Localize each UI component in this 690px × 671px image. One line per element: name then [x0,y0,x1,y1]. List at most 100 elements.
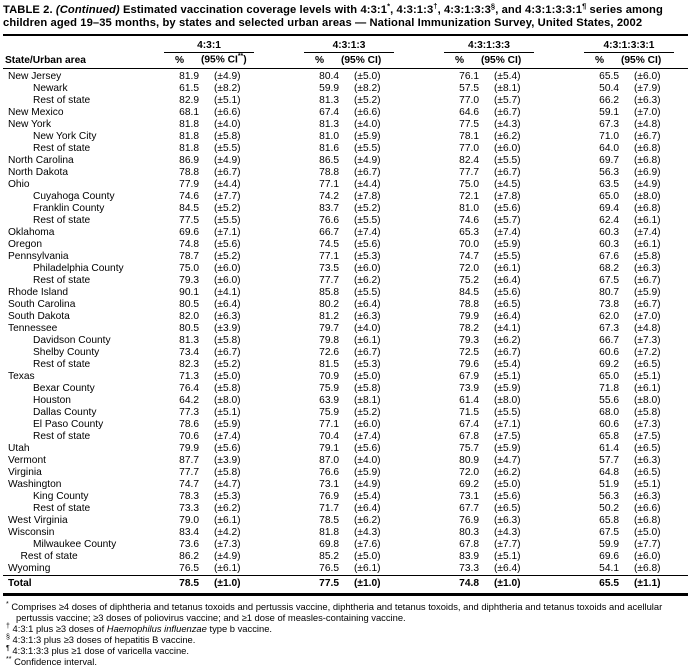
column-subheader-row: State/Urban area % (95% CI**)% (95% CI)% (9… [3,52,688,69]
ci-cell: (±5.1) [634,370,661,382]
area-cell: Vermont [8,454,46,466]
pct-cell: 65.8 [599,514,619,526]
ci-cell: (±6.6) [634,502,661,514]
pct-cell: 73.1 [459,490,479,502]
area-cell: Pennsylvania [8,250,69,262]
ci-cell: (±6.1) [494,262,521,274]
ci-cell: (±5.2) [354,406,381,418]
pct-cell: 81.2 [319,310,339,322]
ci-cell: (±7.8) [354,190,381,202]
ci-cell: (±6.8) [634,154,661,166]
ci-cell: (±5.6) [214,238,241,250]
pct-cell: 86.2 [179,550,199,562]
ci-cell: (±8.2) [354,82,381,94]
ci-cell: (±6.3) [634,454,661,466]
ci-cell: (±8.2) [214,82,241,94]
table-row: Rest of state 70.6 (±7.4) 70.4 (±7.4) 67.8 (±7… [3,431,688,443]
pct-cell: 74.5 [319,238,339,250]
area-cell: Rest of state [33,274,91,286]
table-row: New Jersey 81.9 (±4.9) 80.4 (±5.0) 76.1 (±5.4)… [3,68,688,83]
pct-cell: 67.4 [319,106,339,118]
ci-cell: (±8.0) [494,394,521,406]
column-group-label: 4:3:1:3:3:1 [584,40,674,53]
pct-cell: 59.1 [599,106,619,118]
table-row: Utah 79.9 (±5.6) 79.1 (±5.6) 75.7 (±5.9) 61.4 (±… [3,443,688,455]
pct-cell: 72.6 [319,346,339,358]
pct-cell: 77.3 [179,406,199,418]
area-cell: Houston [33,394,71,406]
pct-cell: 76.6 [319,466,339,478]
area-cell: New York [8,118,52,130]
ci-cell: (±8.1) [494,82,521,94]
ci-cell: (±4.0) [354,454,381,466]
table-body: New Jersey 81.9 (±4.9) 80.4 (±5.0) 76.1 (±5.4)… [3,68,688,596]
ci-cell: (±5.6) [494,286,521,298]
table-row: Davidson County 81.3 (±5.8) 79.8 (±6.1) 79.3 (… [3,335,688,347]
pct-cell: 66.2 [599,94,619,106]
ci-cell: (±6.3) [494,514,521,526]
ci-cell: (±6.4) [354,298,381,310]
ci-cell: (±5.9) [494,238,521,250]
pct-cell: 60.6 [599,346,619,358]
footnote: † 4:3:1 plus ≥3 doses of Haemophilus inf… [6,622,273,634]
percent-column-header: % [443,52,479,69]
pct-cell: 74.7 [459,250,479,262]
footnote-marker: * [6,600,9,608]
ci-cell: (±6.3) [634,94,661,106]
ci-cell: (±6.9) [634,166,661,178]
pct-cell: 73.9 [459,382,479,394]
pct-cell: 79.8 [319,334,339,346]
ci-cell: (±5.1) [214,406,241,418]
pct-cell: 70.9 [319,370,339,382]
area-cell: Cuyahoga County [33,190,115,202]
pct-cell: 64.8 [599,466,619,478]
area-cell: Rest of state [33,358,91,370]
pct-cell: 80.7 [599,286,619,298]
pct-cell: 78.8 [179,166,199,178]
ci-cell: (±5.8) [634,406,661,418]
footnote-marker: ** [6,655,12,663]
area-cell: Ohio [8,178,30,190]
pct-cell: 62.4 [599,214,619,226]
pct-cell: 72.0 [459,262,479,274]
ci-cell: (±6.2) [494,130,521,142]
pct-cell: 70.6 [179,430,199,442]
pct-cell: 77.0 [459,142,479,154]
pct-cell: 65.3 [459,226,479,238]
pct-cell: 73.4 [179,346,199,358]
pct-cell: 81.8 [179,130,199,142]
ci-cell: (±4.8) [634,118,661,130]
pct-cell: 81.3 [179,334,199,346]
table-row: Pennsylvania 78.7 (±5.2) 77.1 (±5.3) 74.7 (±5.… [3,251,688,263]
ci-cell: (±7.4) [634,226,661,238]
pct-cell: 85.2 [319,550,339,562]
ci-cell: (±4.3) [354,526,381,538]
pct-cell: 66.7 [319,226,339,238]
pct-cell: 67.3 [599,118,619,130]
ci-cell: (±7.9) [634,82,661,94]
ci-cell: (±4.9) [214,70,241,82]
table-row: Bexar County 76.4 (±5.8) 75.9 (±5.8) 73.9 (±5.… [3,383,688,395]
pct-cell: 84.5 [459,286,479,298]
pct-cell: 71.8 [599,382,619,394]
pct-cell: 69.4 [599,202,619,214]
pct-cell: 76.9 [319,490,339,502]
ci-cell: (±6.4) [494,562,521,574]
pct-cell: 80.3 [459,526,479,538]
ci-cell: (±4.0) [354,118,381,130]
ci-cell: (±5.5) [354,142,381,154]
pct-cell: 83.7 [319,202,339,214]
pct-cell: 74.6 [459,214,479,226]
pct-cell: 81.3 [319,94,339,106]
ci-cell: (±5.6) [494,202,521,214]
table-row: Milwaukee County 73.6 (±7.3) 69.8 (±7.6) 67.8… [3,539,688,551]
ci-cell: (±6.0) [214,274,241,286]
ci-column-header: (95% CI) [619,52,688,69]
ci-column-header: (95% CI**) [199,52,303,69]
area-cell: Rest of state [33,214,91,226]
pct-cell: 73.6 [179,538,199,550]
pct-cell: 81.8 [319,526,339,538]
ci-cell: (±6.2) [494,334,521,346]
pct-cell: 86.5 [319,154,339,166]
table-row: West Virginia 79.0 (±6.1) 78.5 (±6.2) 76.9 (±6… [3,515,688,527]
